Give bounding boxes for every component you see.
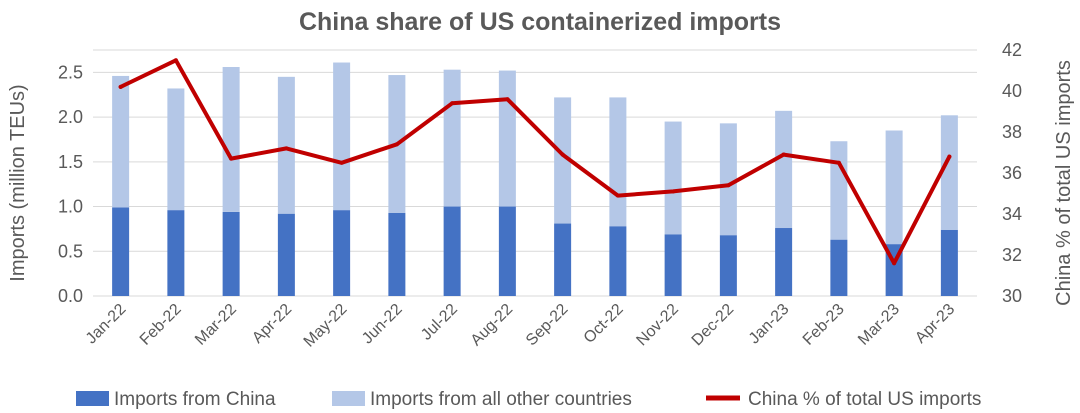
y-axis-right: 30 32 34 36 38 40 42 [1002, 40, 1022, 306]
y-tick-label: 1.0 [58, 197, 83, 217]
bar-other [498, 70, 516, 207]
bar-china [498, 206, 516, 296]
bar-china [443, 206, 461, 296]
bar-china [333, 210, 351, 296]
line-point [505, 97, 510, 102]
y-axis-title: Imports (million TEUs) [7, 84, 29, 281]
bar-china [719, 235, 737, 296]
line-point [560, 152, 565, 157]
bar-china [388, 212, 406, 296]
legend-label-other: Imports from all other countries [370, 389, 632, 410]
bar-other [885, 130, 903, 245]
y2-tick-label: 40 [1002, 81, 1022, 101]
bar-other [664, 121, 682, 235]
x-tick-label: Mar-23 [855, 301, 903, 349]
line-point [726, 183, 731, 188]
line-point [284, 146, 289, 151]
line-point [615, 193, 620, 198]
bar-group [112, 62, 958, 296]
x-tick-label: Nov-22 [633, 301, 682, 350]
x-tick-label: Sep-22 [523, 301, 572, 350]
line-point [118, 84, 123, 89]
bar-other [554, 97, 572, 224]
bar-china [167, 210, 185, 296]
bar-other [443, 69, 461, 207]
chart-title: China share of US containerized imports [299, 8, 781, 36]
line-point [836, 160, 841, 165]
bar-china [775, 228, 793, 296]
bar-china [940, 229, 958, 296]
x-tick-label: Oct-22 [581, 301, 627, 347]
y-tick-label: 0.0 [58, 286, 83, 306]
x-tick-label: Jan-23 [746, 301, 793, 348]
line-china-share [118, 58, 952, 266]
line-point [892, 261, 897, 266]
line-point [781, 152, 786, 157]
line-point [229, 156, 234, 161]
bar-china [664, 234, 682, 296]
y2-tick-label: 36 [1002, 163, 1022, 183]
bar-other [167, 88, 185, 211]
y2-tick-label: 32 [1002, 245, 1022, 265]
bar-other [940, 115, 958, 230]
y-tick-label: 2.5 [58, 62, 83, 82]
gridlines [93, 49, 977, 297]
legend-swatch-other [332, 391, 365, 406]
line-point [671, 189, 676, 194]
legend-label-share: China % of total US imports [748, 389, 981, 410]
y2-axis-title: China % of total US imports [1053, 60, 1075, 306]
bar-other [830, 141, 848, 240]
bar-china [609, 226, 627, 296]
bar-other [277, 76, 295, 214]
x-tick-label: Feb-23 [800, 301, 848, 349]
y2-tick-label: 38 [1002, 122, 1022, 142]
y-axis-left: 0.0 0.5 1.0 1.5 2.0 2.5 [58, 62, 83, 306]
y2-tick-label: 34 [1002, 204, 1022, 224]
y2-tick-label: 30 [1002, 286, 1022, 306]
line-group [118, 58, 952, 266]
x-tick-label: May-22 [301, 301, 351, 351]
y-tick-label: 2.0 [58, 107, 83, 127]
bar-other [609, 97, 627, 227]
bar-other [719, 123, 737, 236]
bar-china [830, 239, 848, 296]
legend-label-china: Imports from China [114, 389, 276, 410]
y-tick-label: 1.5 [58, 152, 83, 172]
x-tick-label: Jun-22 [359, 301, 406, 348]
y-tick-label: 0.5 [58, 241, 83, 261]
x-tick-label: Apr-23 [912, 301, 958, 347]
bar-other [333, 62, 351, 211]
bar-other [775, 110, 793, 229]
x-tick-label: Mar-22 [192, 301, 240, 349]
line-point [394, 142, 399, 147]
x-tick-label: Apr-22 [249, 301, 295, 347]
line-point [450, 101, 455, 106]
x-tick-label: Jan-22 [83, 301, 130, 348]
line-point [173, 58, 178, 63]
bar-other [222, 66, 240, 212]
legend: Imports from China Imports from all othe… [76, 389, 981, 410]
bar-china [112, 207, 130, 296]
y2-tick-label: 42 [1002, 40, 1022, 60]
line-point [339, 160, 344, 165]
legend-swatch-china [76, 391, 109, 406]
bar-other [112, 75, 130, 208]
bar-china [554, 223, 572, 296]
x-tick-label: Dec-22 [689, 301, 738, 350]
x-tick-label: Jul-22 [418, 301, 461, 344]
x-tick-label: Feb-22 [137, 301, 185, 349]
x-tick-label: Aug-22 [468, 301, 517, 350]
x-axis: Jan-22 Feb-22 Mar-22 Apr-22 May-22 Jun-22 Jul-… [83, 301, 958, 351]
bar-china [277, 213, 295, 296]
bar-china [222, 211, 240, 296]
line-point [947, 154, 952, 159]
